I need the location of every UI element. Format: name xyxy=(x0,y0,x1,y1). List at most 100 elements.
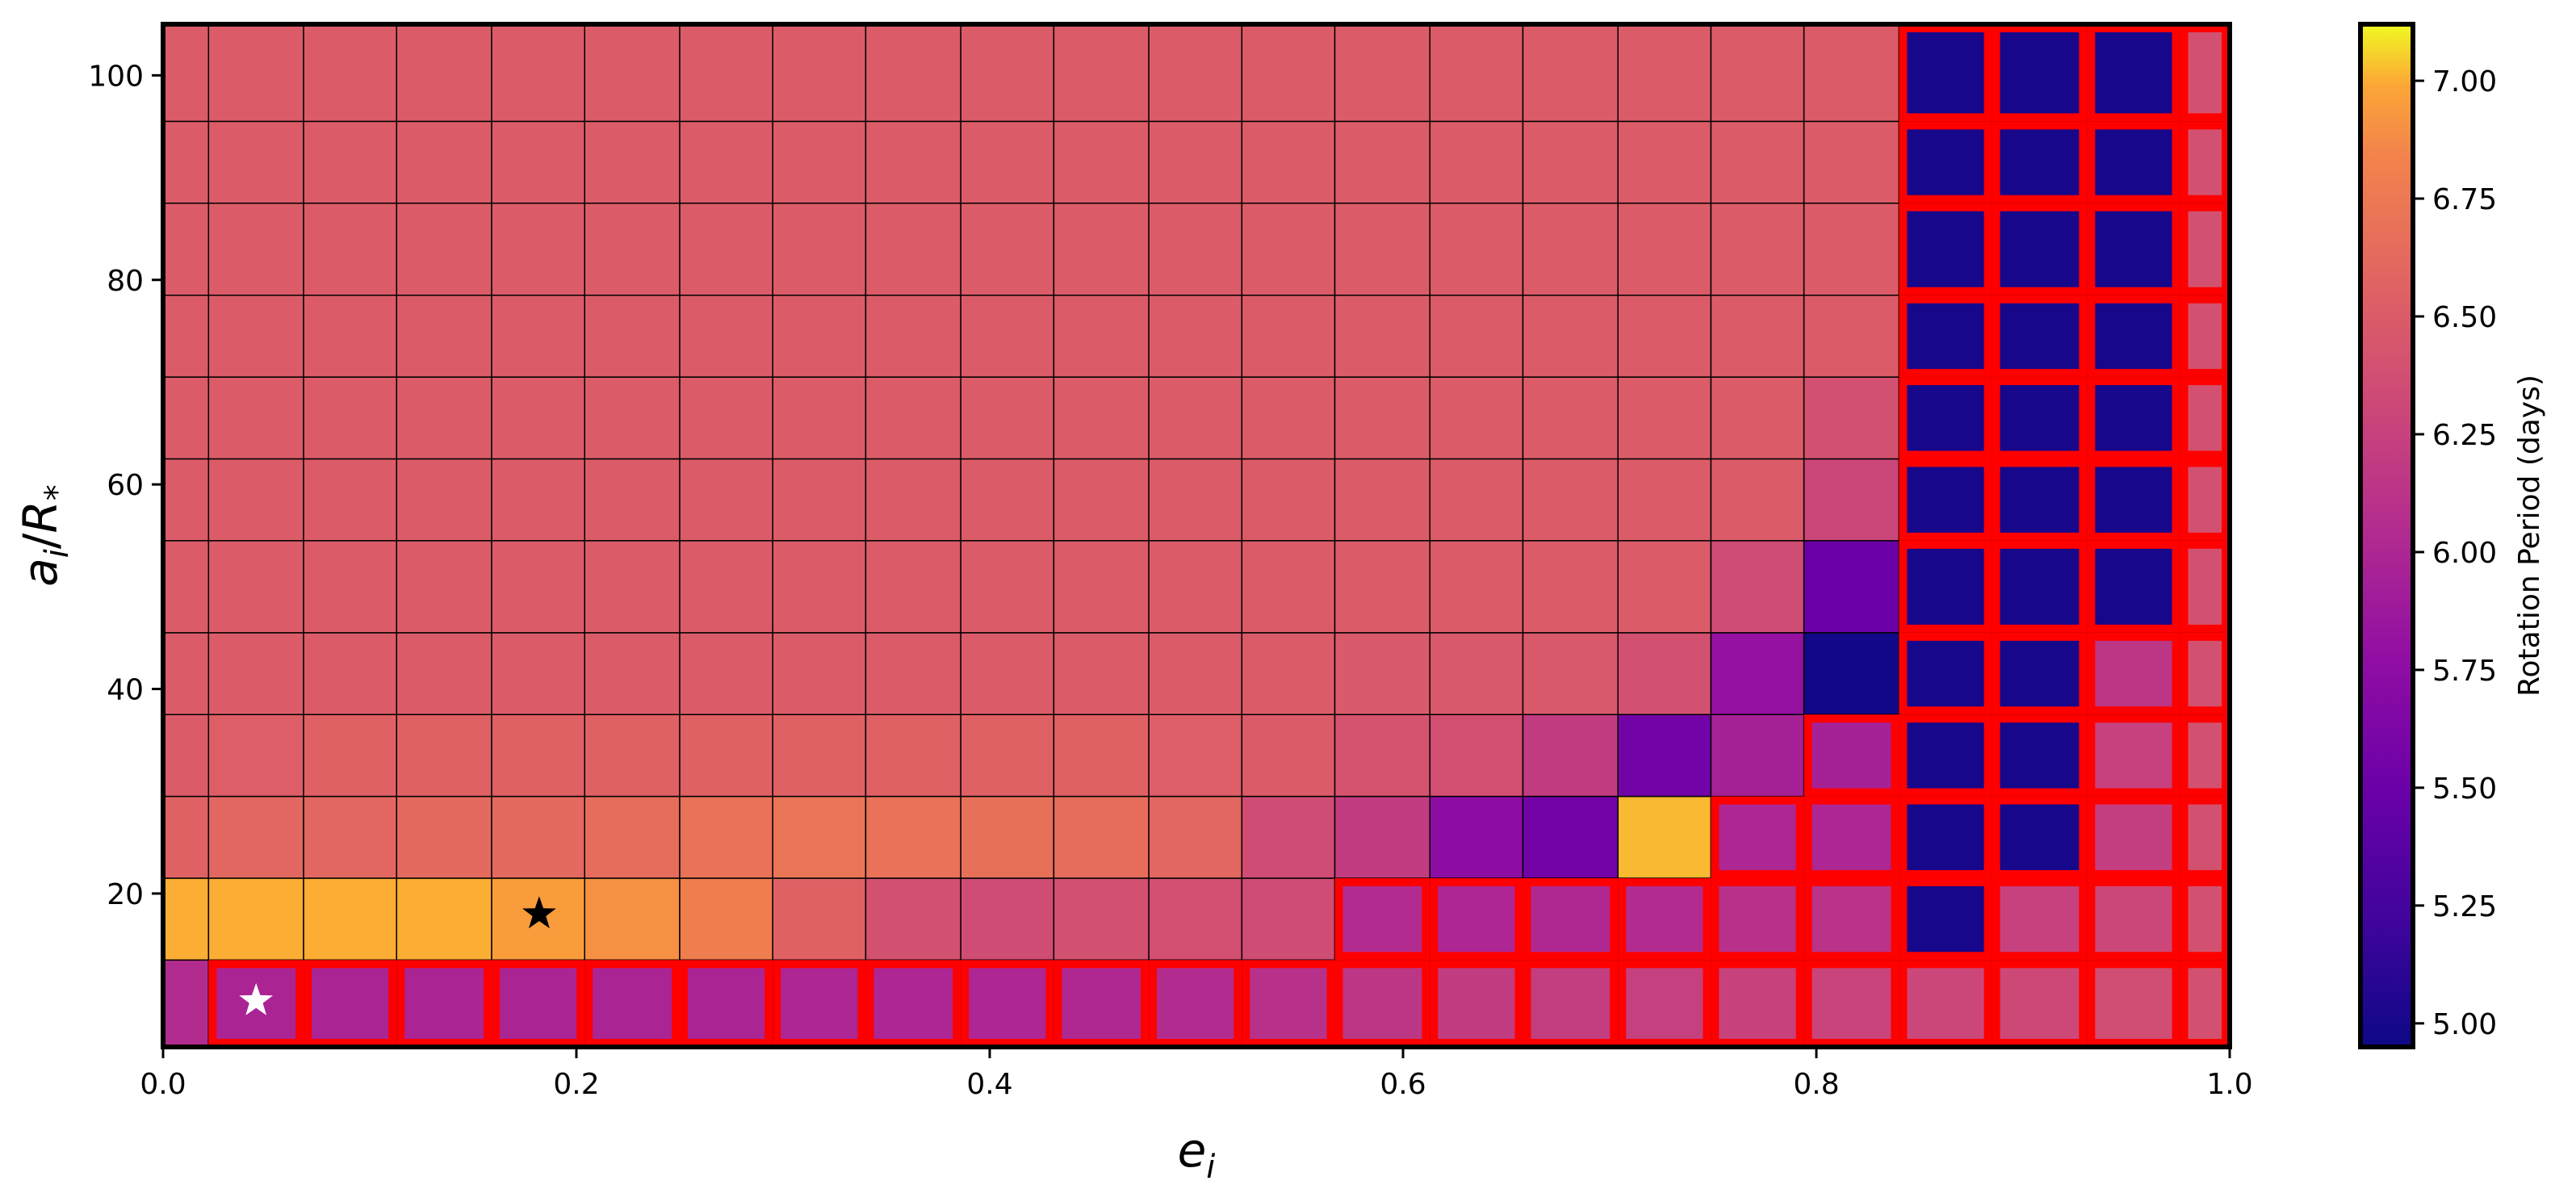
black-star-marker xyxy=(522,896,556,929)
heatmap-cell xyxy=(1991,540,2088,634)
highlighted-cell-outline xyxy=(2180,796,2230,878)
heatmap-cell xyxy=(960,632,1055,715)
heatmap-cell xyxy=(1617,458,1712,542)
heatmap-cell xyxy=(1991,714,2088,798)
heatmap-cell xyxy=(162,458,210,542)
heatmap-cell xyxy=(1241,795,1336,879)
heatmap-cell xyxy=(2179,632,2230,715)
heatmap-cell xyxy=(1148,376,1243,460)
highlighted-cell-outline xyxy=(1992,121,2088,203)
heatmap-cell xyxy=(584,540,681,634)
heatmap-cell xyxy=(584,23,681,123)
heatmap-cell xyxy=(1898,959,1993,1048)
highlighted-cell-outline xyxy=(2180,203,2230,295)
heatmap-cell xyxy=(679,714,773,798)
heatmap-cell xyxy=(960,795,1055,879)
heatmap-cell xyxy=(1241,295,1336,378)
heatmap-cell xyxy=(772,540,867,634)
heatmap-cell xyxy=(1429,295,1524,378)
heatmap-cell xyxy=(207,632,304,715)
heatmap-cell xyxy=(1241,959,1336,1048)
heatmap-cell xyxy=(1710,540,1805,634)
heatmap-cell xyxy=(1710,877,1805,961)
heatmap-cell xyxy=(1803,295,1900,378)
heatmap-cell xyxy=(1803,458,1900,542)
heatmap-cell xyxy=(1334,202,1431,296)
heatmap-cell xyxy=(207,877,304,961)
heatmap-cell xyxy=(584,295,681,378)
heatmap-cell xyxy=(772,23,867,123)
highlighted-cell-outline xyxy=(1899,458,1992,541)
highlighted-cell-outline xyxy=(865,960,961,1048)
heatmap-cell xyxy=(1241,202,1336,296)
heatmap-cells xyxy=(162,23,2230,1048)
heatmap-cell xyxy=(1522,795,1619,879)
heatmap-cell xyxy=(1522,295,1619,378)
heatmap-cell xyxy=(679,458,773,542)
heatmap-cell xyxy=(1429,632,1524,715)
heatmap-cell xyxy=(1429,959,1524,1048)
white-star-marker xyxy=(239,983,274,1015)
heatmap-cell xyxy=(1522,458,1619,542)
heatmap-cell xyxy=(491,714,585,798)
highlighted-cell-outline xyxy=(2180,295,2230,378)
heatmap-cell xyxy=(303,23,398,123)
highlighted-cell-outline xyxy=(1899,877,1992,961)
heatmap-cell xyxy=(1617,295,1712,378)
heatmap-cell xyxy=(1429,376,1524,460)
heatmap-cell xyxy=(1334,795,1431,879)
colorbar-tick-label: 6.75 xyxy=(2432,183,2497,216)
x-tick-label: 0.8 xyxy=(1793,1068,1839,1101)
heatmap-cell xyxy=(1334,714,1431,798)
highlighted-cell-outline xyxy=(2087,632,2180,715)
heatmap-cell xyxy=(491,540,585,634)
heatmap-cell xyxy=(303,202,398,296)
heatmap-cell xyxy=(396,540,492,634)
heatmap-cell xyxy=(1148,458,1243,542)
heatmap-cell xyxy=(162,202,210,296)
heatmap-cell xyxy=(303,795,398,879)
heatmap-cell xyxy=(1898,120,1993,204)
heatmap-cell xyxy=(1803,23,1900,123)
heatmap-cell xyxy=(1334,540,1431,634)
heatmap-cell xyxy=(679,540,773,634)
highlighted-cell-outline xyxy=(1992,877,2088,961)
heatmap-cell xyxy=(1522,877,1619,961)
heatmap-cell xyxy=(1053,295,1150,378)
heatmap-cell xyxy=(584,202,681,296)
x-axis-label: ei xyxy=(1178,1123,1216,1186)
heatmap-cell xyxy=(162,23,210,123)
heatmap-cell xyxy=(1898,23,1993,123)
heatmap-cell xyxy=(1710,458,1805,542)
highlighted-cell-outline xyxy=(2087,24,2180,122)
highlighted-cell-outline xyxy=(1899,295,1992,378)
heatmap-cell xyxy=(396,795,492,879)
heatmap-cell xyxy=(396,632,492,715)
heatmap-cell xyxy=(491,959,585,1048)
heatmap-cell xyxy=(865,376,961,460)
heatmap-cell xyxy=(1429,540,1524,634)
highlighted-cell-outline xyxy=(1711,877,1804,961)
heatmap-cell xyxy=(2086,632,2181,715)
heatmap-cell xyxy=(1991,959,2088,1048)
heatmap-cell xyxy=(207,458,304,542)
heatmap-cell xyxy=(1617,632,1712,715)
heatmap-cell xyxy=(207,202,304,296)
heatmap-cell xyxy=(960,877,1055,961)
heatmap-cell xyxy=(1522,714,1619,798)
heatmap-cell xyxy=(1710,202,1805,296)
highlighted-cell-outline xyxy=(2087,121,2180,203)
highlighted-cell-outline xyxy=(1899,24,1992,122)
heatmap-cell xyxy=(1617,795,1712,879)
y-tick-label: 40 xyxy=(107,674,144,707)
heatmap-cell xyxy=(162,295,210,378)
heatmap-cell xyxy=(1710,376,1805,460)
heatmap-cell xyxy=(1334,295,1431,378)
highlighted-cell-outline xyxy=(1803,796,1900,878)
heatmap-cell xyxy=(1991,120,2088,204)
heatmap-cell xyxy=(1898,376,1993,460)
heatmap-cell xyxy=(772,458,867,542)
heatmap-cell xyxy=(396,458,492,542)
heatmap-cell xyxy=(207,23,304,123)
heatmap-cell xyxy=(491,23,585,123)
